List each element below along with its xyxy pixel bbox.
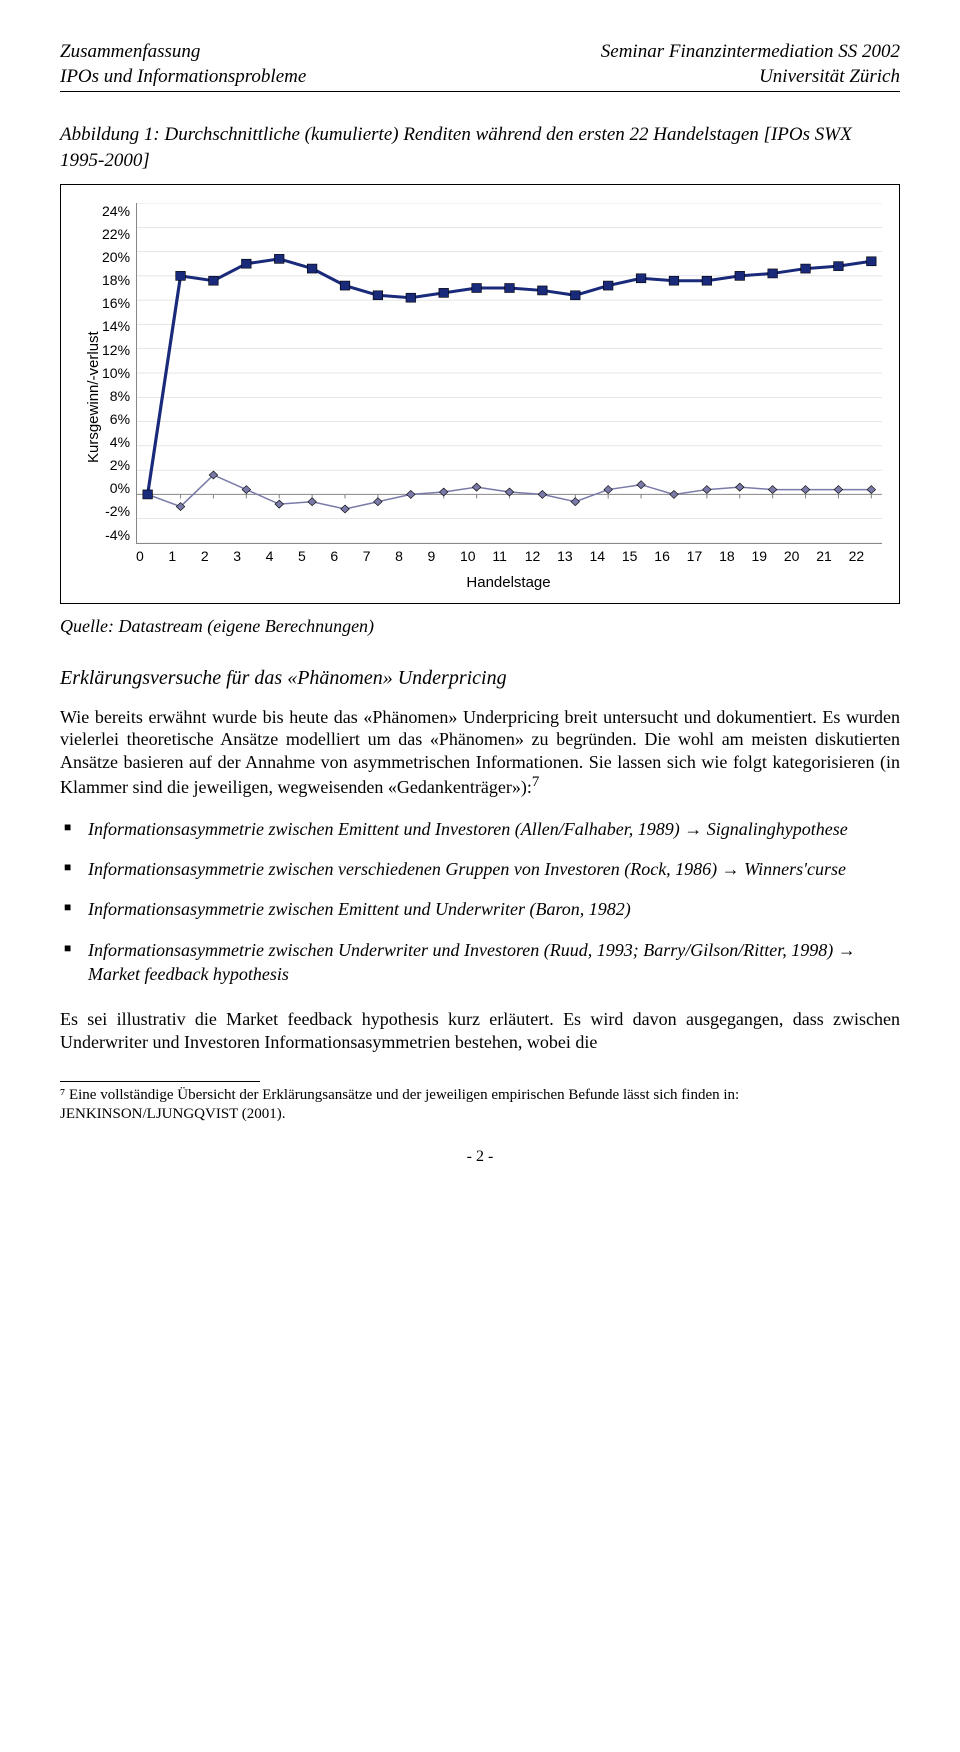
xtick-label: 3 (233, 548, 265, 564)
bullet-item: Informationsasymmetrie zwischen verschie… (60, 857, 900, 881)
header-right-line2: Universität Zürich (601, 65, 900, 90)
ytick-label: 14% (102, 318, 130, 334)
xtick-label: 12 (525, 548, 557, 564)
xtick-label: 21 (816, 548, 848, 564)
document-page: Zusammenfassung IPOs und Informationspro… (0, 0, 960, 1206)
xtick-label: 17 (687, 548, 719, 564)
footnote-rule (60, 1081, 260, 1082)
xtick-label: 2 (201, 548, 233, 564)
body-paragraph-2: Es sei illustrativ die Market feedback h… (60, 1008, 900, 1053)
xtick-label: 9 (428, 548, 460, 564)
xtick-label: 22 (849, 548, 881, 564)
figure-source: Quelle: Datastream (eigene Berechnungen) (60, 616, 900, 637)
xtick-label: 1 (168, 548, 200, 564)
xtick-label: 14 (590, 548, 622, 564)
ytick-label: -4% (105, 527, 130, 543)
body-paragraph-1: Wie bereits erwähnt wurde bis heute das … (60, 706, 900, 799)
xtick-label: 5 (298, 548, 330, 564)
chart-yaxis: 24% 22% 20% 18% 16% 14% 12% 10% 8% 6% 4% 2% 0% -2% -4% (102, 203, 136, 543)
bullet-item: Informationsasymmetrie zwischen Emittent… (60, 817, 900, 841)
chart-container: Kursgewinn/-verlust 24%22%20%18%16%14%12… (60, 184, 900, 604)
xtick-label: 20 (784, 548, 816, 564)
chart-xlabel: Handelstage (136, 574, 881, 591)
xtick-label: 4 (266, 548, 298, 564)
header-left-line2: IPOs und Informationsprobleme (60, 65, 306, 90)
ytick-label: 6% (110, 411, 130, 427)
xtick-label: 13 (557, 548, 589, 564)
xtick-label: 0 (136, 548, 168, 564)
section-title: Erklärungsversuche für das «Phänomen» Un… (60, 667, 900, 690)
ytick-label: 24% (102, 203, 130, 219)
ytick-label: 12% (102, 342, 130, 358)
header-left: Zusammenfassung IPOs und Informationspro… (60, 40, 306, 89)
body-para1-text: Wie bereits erwähnt wurde bis heute das … (60, 707, 900, 798)
xtick-label: 11 (492, 548, 524, 564)
page-header: Zusammenfassung IPOs und Informationspro… (60, 40, 900, 89)
header-rule (60, 91, 900, 92)
bullet-item: Informationsasymmetrie zwischen Emittent… (60, 897, 900, 921)
xtick-label: 7 (363, 548, 395, 564)
chart-xaxis: 012345678910111213141516171819202122 (136, 548, 881, 564)
ytick-label: 16% (102, 295, 130, 311)
footnote-ref: 7 (532, 774, 540, 790)
ytick-label: 4% (110, 434, 130, 450)
ytick-label: 22% (102, 226, 130, 242)
chart-plot-area (136, 203, 882, 544)
xtick-label: 10 (460, 548, 492, 564)
chart-svg (137, 203, 882, 543)
footnote-text: ⁷ Eine vollständige Übersicht der Erklär… (60, 1086, 900, 1124)
xtick-label: 6 (330, 548, 362, 564)
xtick-label: 16 (654, 548, 686, 564)
ytick-label: 8% (110, 388, 130, 404)
ytick-label: 0% (110, 480, 130, 496)
ytick-label: 18% (102, 272, 130, 288)
ytick-label: -2% (105, 503, 130, 519)
ytick-label: 2% (110, 457, 130, 473)
chart-ylabel: Kursgewinn/-verlust (79, 203, 102, 591)
xtick-label: 15 (622, 548, 654, 564)
ytick-label: 20% (102, 249, 130, 265)
xtick-label: 18 (719, 548, 751, 564)
xtick-label: 8 (395, 548, 427, 564)
bullet-item: Informationsasymmetrie zwischen Underwri… (60, 938, 900, 987)
bullet-list: Informationsasymmetrie zwischen Emittent… (60, 817, 900, 986)
header-right-line1: Seminar Finanzintermediation SS 2002 (601, 40, 900, 65)
xtick-label: 19 (751, 548, 783, 564)
ytick-label: 10% (102, 365, 130, 381)
header-right: Seminar Finanzintermediation SS 2002 Uni… (601, 40, 900, 89)
figure-title: Abbildung 1: Durchschnittliche (kumulier… (60, 122, 900, 173)
page-number: - 2 - (60, 1148, 900, 1166)
header-left-line1: Zusammenfassung (60, 40, 306, 65)
